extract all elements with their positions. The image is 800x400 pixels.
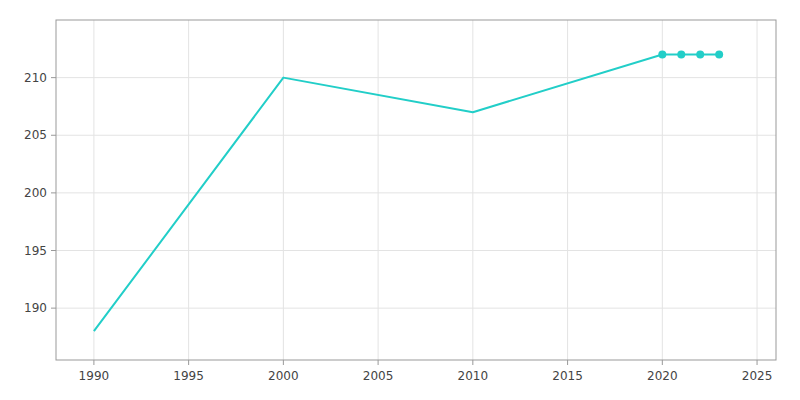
x-tick <box>378 360 379 365</box>
chart: 1990 1995 2000 2005 2010 2015 2020 2025 190 195 20… <box>0 0 800 400</box>
y-tick-label: 195 <box>24 244 47 258</box>
x-tick-label: 2005 <box>363 369 394 383</box>
y-tick-label: 210 <box>24 71 47 85</box>
y-tick-label: 200 <box>24 186 47 200</box>
grid <box>56 20 776 360</box>
marker <box>715 51 723 59</box>
grid-line-x <box>283 20 284 360</box>
grid-line-y <box>56 308 776 309</box>
x-tick-label: 2000 <box>268 369 299 383</box>
y-tick <box>51 308 56 309</box>
grid-line-x <box>378 20 379 360</box>
grid-line-x <box>472 20 473 360</box>
grid-line-y <box>56 77 776 78</box>
y-tick <box>51 135 56 136</box>
line <box>94 55 719 332</box>
grid-line-x <box>662 20 663 360</box>
grid-line-x <box>567 20 568 360</box>
marker <box>696 51 704 59</box>
x-tick-label: 2025 <box>742 369 773 383</box>
grid-line-x <box>188 20 189 360</box>
x-tick <box>567 360 568 365</box>
grid-line-x <box>757 20 758 360</box>
y-tick-label: 205 <box>24 128 47 142</box>
grid-line-y <box>56 135 776 136</box>
x-tick <box>93 360 94 365</box>
x-tick <box>757 360 758 365</box>
grid-line-x <box>93 20 94 360</box>
x-tick <box>472 360 473 365</box>
x-tick-label: 2010 <box>458 369 489 383</box>
chart-container: 1990 1995 2000 2005 2010 2015 2020 2025 190 195 20… <box>0 0 800 400</box>
x-tick-label: 2020 <box>647 369 678 383</box>
grid-line-y <box>56 250 776 251</box>
y-tick <box>51 250 56 251</box>
y-tick-label: 190 <box>24 301 47 315</box>
plot-area <box>94 51 723 332</box>
grid-line-y <box>56 192 776 193</box>
y-tick <box>51 192 56 193</box>
x-tick-label: 1990 <box>79 369 110 383</box>
x-tick-label: 2015 <box>552 369 583 383</box>
axes: 1990 1995 2000 2005 2010 2015 2020 2025 190 195 20… <box>24 71 772 383</box>
plot-frame <box>56 20 776 360</box>
x-tick <box>188 360 189 365</box>
x-tick <box>283 360 284 365</box>
marker <box>677 51 685 59</box>
x-tick <box>662 360 663 365</box>
x-tick-label: 1995 <box>173 369 204 383</box>
y-tick <box>51 77 56 78</box>
marker <box>658 51 666 59</box>
